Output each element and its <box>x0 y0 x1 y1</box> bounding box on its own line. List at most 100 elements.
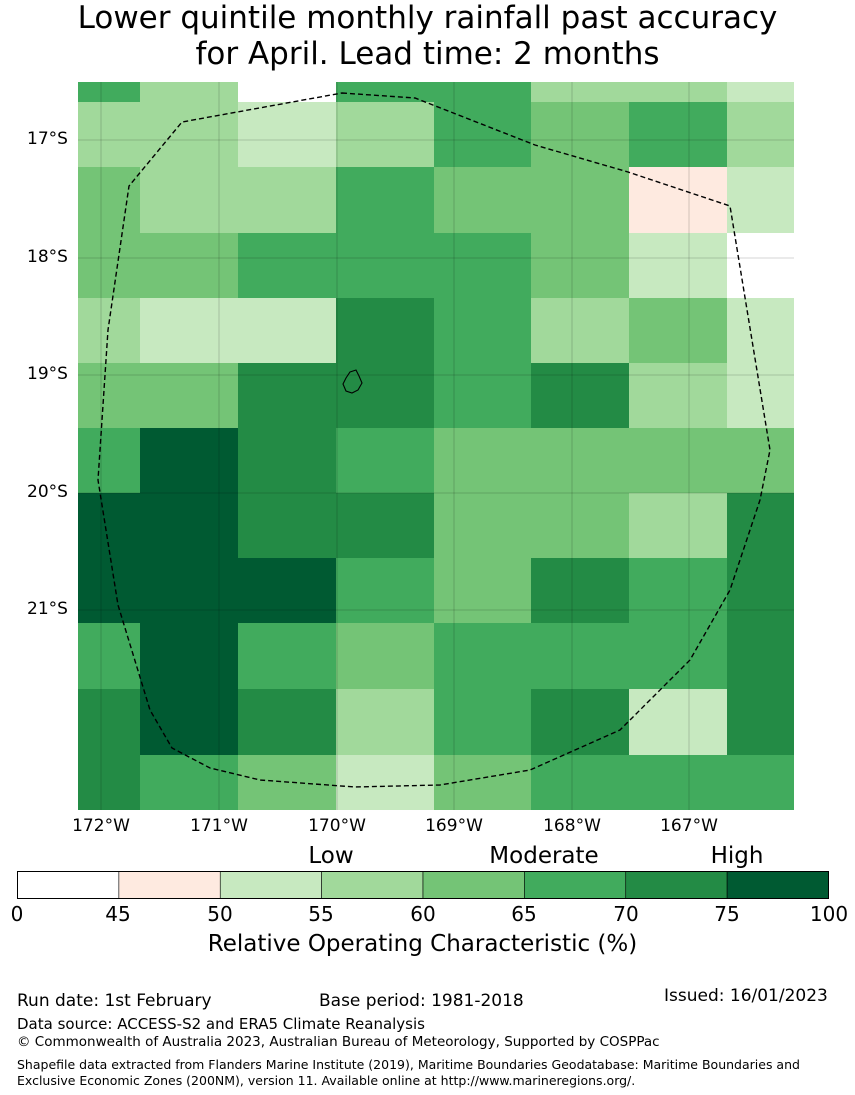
heatmap-cell <box>629 428 727 493</box>
heatmap-cells <box>78 82 794 810</box>
niue-island-outline <box>342 369 363 394</box>
heatmap-cell <box>140 558 238 623</box>
heatmap-cell <box>78 623 140 689</box>
heatmap-cell <box>727 428 794 493</box>
heatmap-cell <box>336 755 434 810</box>
copyright-notice: © Commonwealth of Australia 2023, Austra… <box>17 1034 660 1050</box>
heatmap-cell <box>434 233 531 298</box>
heatmap-cell <box>140 82 238 102</box>
heatmap-cell <box>727 167 794 233</box>
heatmap-cell <box>531 102 629 167</box>
shapefile-credit: Shapefile data extracted from Flanders M… <box>17 1057 800 1088</box>
y-tick-label: 17°S <box>27 129 68 149</box>
heatmap-cell <box>727 298 794 363</box>
heatmap-cell <box>78 755 140 810</box>
heatmap-cell <box>140 167 238 233</box>
run-date: Run date: 1st February <box>17 991 212 1011</box>
heatmap-cell <box>531 689 629 755</box>
heatmap-cell <box>727 363 794 428</box>
heatmap-cell <box>336 428 434 493</box>
heatmap-cell <box>140 689 238 755</box>
heatmap-cell <box>336 82 434 102</box>
heatmap-cell <box>629 493 727 558</box>
heatmap-cell <box>434 363 531 428</box>
heatmap-cell <box>140 755 238 810</box>
heatmap-cell <box>78 363 140 428</box>
map-gridlines <box>78 82 794 810</box>
heatmap-cell <box>78 82 140 102</box>
heatmap-cell <box>531 428 629 493</box>
colorbar-tick-label: 65 <box>511 902 537 926</box>
y-tick-label: 19°S <box>27 364 68 384</box>
colorbar-title: Relative Operating Characteristic (%) <box>207 931 638 957</box>
heatmap-cell <box>336 233 434 298</box>
heatmap-cell <box>531 167 629 233</box>
colorbar-tick-label: 0 <box>10 902 24 926</box>
heatmap-cell <box>434 167 531 233</box>
heatmap-cell <box>238 558 336 623</box>
heatmap-map <box>78 82 794 810</box>
colorbar-segment <box>524 871 627 899</box>
heatmap-cell <box>531 298 629 363</box>
heatmap-cell <box>727 102 794 167</box>
heatmap-cell <box>629 755 727 810</box>
chart-title-line-2: for April. Lead time: 2 months <box>195 36 660 72</box>
heatmap-cell <box>434 558 531 623</box>
heatmap-cell <box>434 755 531 810</box>
colorbar-category-moderate: Moderate <box>489 843 599 869</box>
heatmap-cell <box>629 363 727 428</box>
colorbar-segment <box>118 871 221 899</box>
issued-date: Issued: 16/01/2023 <box>664 986 828 1006</box>
y-tick-label: 18°S <box>27 247 68 267</box>
heatmap-cell <box>238 298 336 363</box>
x-tick-label: 168°W <box>543 816 601 836</box>
heatmap-cell <box>336 102 434 167</box>
heatmap-cell <box>336 623 434 689</box>
data-source: Data source: ACCESS-S2 and ERA5 Climate … <box>17 1015 425 1033</box>
heatmap-cell <box>434 689 531 755</box>
heatmap-cell <box>78 493 140 558</box>
heatmap-cell <box>78 558 140 623</box>
heatmap-cell <box>78 102 140 167</box>
y-tick-label: 20°S <box>27 482 68 502</box>
colorbar-category-low: Low <box>308 843 354 869</box>
colorbar-tick-label: 100 <box>809 902 849 926</box>
eez-boundary <box>97 92 771 788</box>
heatmap-cell <box>140 298 238 363</box>
heatmap-cell <box>727 623 794 689</box>
colorbar-category-high: High <box>710 843 764 869</box>
heatmap-cell <box>238 82 336 102</box>
colorbar-tick-label: 55 <box>308 902 334 926</box>
heatmap-cell <box>531 558 629 623</box>
heatmap-cell <box>238 233 336 298</box>
heatmap-cell <box>434 623 531 689</box>
y-tick-label: 21°S <box>27 599 68 619</box>
heatmap-cell <box>336 298 434 363</box>
heatmap-cell <box>336 363 434 428</box>
heatmap-cell <box>434 428 531 493</box>
base-period: Base period: 1981-2018 <box>319 991 524 1011</box>
heatmap-cell <box>434 493 531 558</box>
chart-title-line-1: Lower quintile monthly rainfall past acc… <box>77 0 778 36</box>
heatmap-cell <box>727 82 794 102</box>
heatmap-cell <box>78 167 140 233</box>
heatmap-cell <box>140 493 238 558</box>
colorbar-segment <box>422 871 525 899</box>
heatmap-cell <box>434 298 531 363</box>
heatmap-cell <box>531 233 629 298</box>
heatmap-cell <box>531 623 629 689</box>
heatmap-cell <box>78 689 140 755</box>
heatmap-cell <box>727 755 794 810</box>
heatmap-cell <box>78 428 140 493</box>
heatmap-cell <box>629 689 727 755</box>
colorbar-tick-label: 70 <box>613 902 639 926</box>
heatmap-cell <box>434 82 531 102</box>
heatmap-cell <box>238 102 336 167</box>
heatmap-cell <box>727 233 794 298</box>
heatmap-cell <box>727 689 794 755</box>
colorbar-tick-label: 50 <box>207 902 233 926</box>
heatmap-cell <box>629 82 727 102</box>
heatmap-cell <box>336 558 434 623</box>
colorbar-tick-label: 60 <box>410 902 436 926</box>
heatmap-cell <box>629 623 727 689</box>
